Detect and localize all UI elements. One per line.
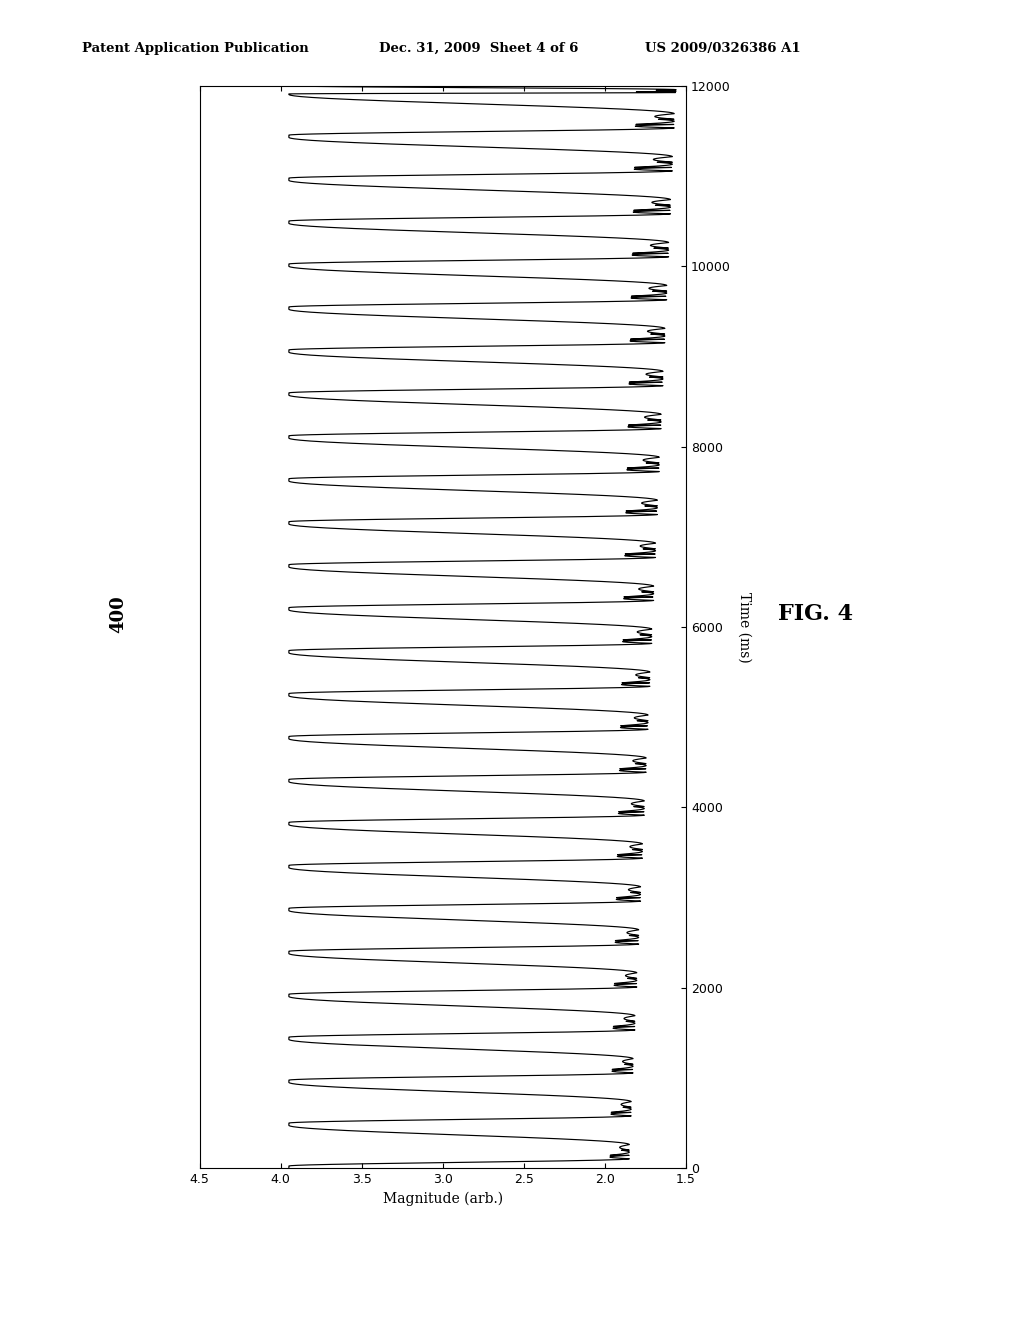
Text: 400: 400 — [109, 595, 127, 632]
X-axis label: Magnitude (arb.): Magnitude (arb.) — [383, 1192, 503, 1206]
Text: US 2009/0326386 A1: US 2009/0326386 A1 — [645, 42, 801, 55]
Text: Patent Application Publication: Patent Application Publication — [82, 42, 308, 55]
Y-axis label: Time (ms): Time (ms) — [737, 591, 752, 663]
Text: FIG. 4: FIG. 4 — [778, 603, 853, 624]
Text: Dec. 31, 2009  Sheet 4 of 6: Dec. 31, 2009 Sheet 4 of 6 — [379, 42, 579, 55]
